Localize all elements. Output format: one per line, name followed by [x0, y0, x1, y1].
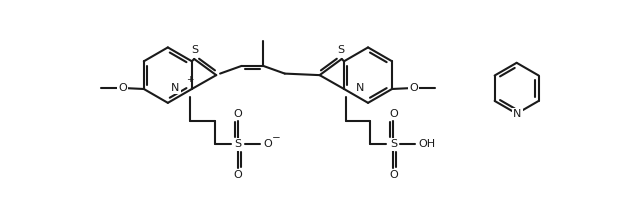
Text: S: S [390, 139, 397, 149]
Text: S: S [337, 45, 344, 55]
Text: S: S [234, 139, 242, 149]
Text: N: N [171, 83, 180, 93]
Text: +: + [186, 75, 193, 84]
Text: −: − [272, 133, 281, 143]
Text: O: O [389, 170, 397, 180]
Text: O: O [234, 170, 243, 180]
Text: O: O [389, 109, 397, 119]
Text: S: S [191, 45, 198, 55]
Text: O: O [234, 109, 243, 119]
Text: N: N [356, 83, 365, 93]
Text: O: O [263, 139, 272, 149]
Text: O: O [409, 83, 418, 93]
Text: N: N [513, 109, 522, 119]
Text: O: O [118, 83, 127, 93]
Text: OH: OH [419, 139, 436, 149]
